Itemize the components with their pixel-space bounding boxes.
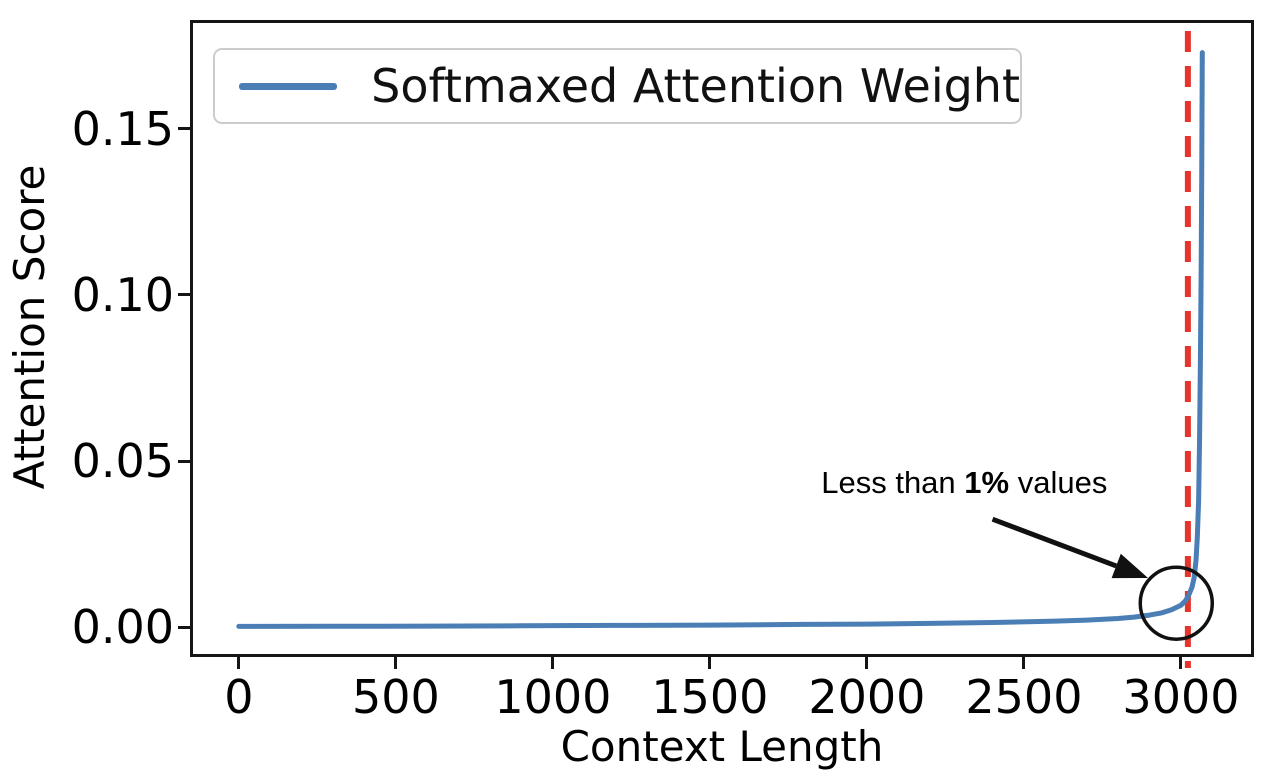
annotation-text-bold: 1%	[964, 464, 1010, 500]
x-axis-label: Context Length	[560, 722, 884, 771]
plot-area: Softmaxed Attention Weight Less than 1% …	[190, 20, 1254, 668]
x-tick-mark	[237, 657, 241, 669]
x-tick-label: 2500	[965, 670, 1083, 724]
x-tick-mark	[394, 657, 398, 669]
y-tick-label: 0.00	[71, 600, 174, 655]
x-tick-mark	[551, 657, 555, 669]
y-axis-label: Attention Score	[5, 164, 54, 490]
annotation-text-prefix: Less than	[821, 464, 965, 500]
highlight-circle	[1138, 565, 1215, 641]
y-tick-mark	[178, 127, 190, 131]
x-tick-label: 1000	[494, 670, 612, 724]
x-tick-label: 2000	[808, 670, 926, 724]
x-tick-mark	[1179, 657, 1183, 669]
chart-canvas	[236, 30, 1215, 668]
x-tick-label: 1500	[651, 670, 769, 724]
legend-line-sample	[239, 82, 338, 90]
y-tick-mark	[178, 459, 190, 463]
legend-label: Softmaxed Attention Weight	[371, 59, 1020, 113]
annotation-text-suffix: values	[1009, 464, 1108, 500]
annotation-arrow-head	[1111, 553, 1148, 579]
y-tick-label: 0.15	[71, 101, 174, 156]
y-tick-label: 0.10	[71, 267, 174, 322]
attention-curve	[236, 50, 1205, 629]
x-tick-label: 3000	[1122, 670, 1240, 724]
x-tick-mark	[708, 657, 712, 669]
y-tick-mark	[178, 293, 190, 297]
legend: Softmaxed Attention Weight	[213, 48, 1022, 124]
annotation-arrow-shaft	[991, 516, 1118, 569]
x-tick-label: 500	[351, 670, 440, 724]
y-tick-mark	[178, 625, 190, 629]
x-tick-label: 0	[224, 670, 254, 724]
x-tick-mark	[1022, 657, 1026, 669]
y-tick-label: 0.05	[71, 434, 174, 489]
annotation-text: Less than 1% values	[821, 465, 1107, 501]
x-tick-mark	[865, 657, 869, 669]
